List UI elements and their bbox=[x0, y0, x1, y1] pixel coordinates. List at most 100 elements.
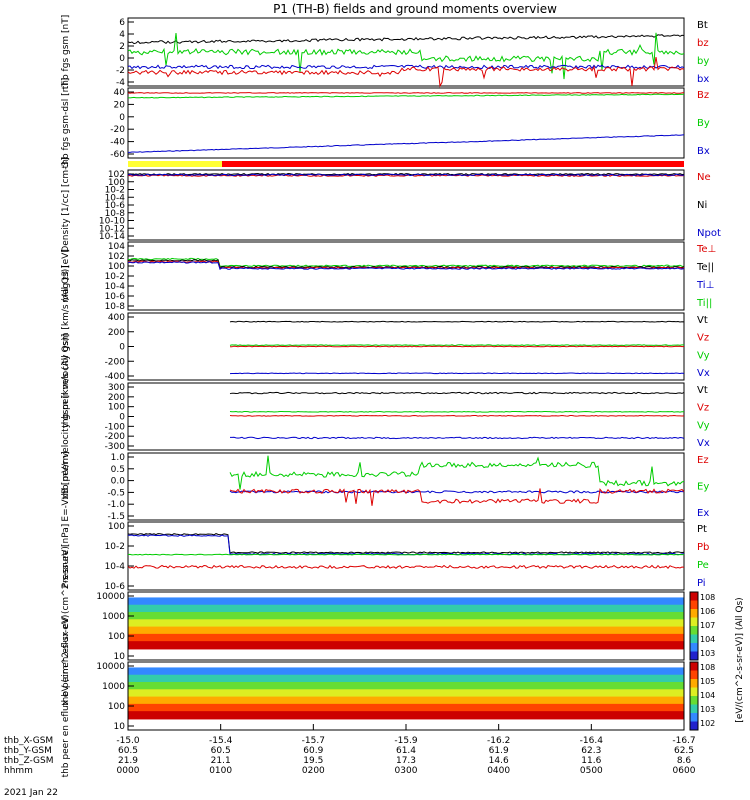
y-axis-label: E=-VxB [mV/m] bbox=[61, 451, 71, 521]
legend-entry: Ne bbox=[697, 172, 711, 183]
orbit-value: 0200 bbox=[302, 766, 325, 776]
legend-entry: Ti|| bbox=[696, 298, 712, 309]
y-axis-label: mag t3 [eV] bbox=[61, 249, 71, 303]
orbit-value: 8.6 bbox=[677, 756, 692, 766]
y-tick-label: 20 bbox=[114, 100, 126, 110]
panel-frame bbox=[127, 87, 685, 159]
legend-entry: Ez bbox=[697, 455, 709, 466]
series-line bbox=[229, 455, 685, 490]
y-tick-label: -2 bbox=[116, 66, 125, 76]
panel-frame bbox=[127, 521, 685, 591]
legend-entry: Pe bbox=[697, 560, 709, 571]
panel-frame bbox=[127, 241, 685, 311]
y-tick-label: 10000 bbox=[96, 662, 125, 672]
orbit-value: -16.2 bbox=[487, 736, 510, 746]
orbit-value: 62.5 bbox=[674, 746, 694, 756]
orbit-value: -15.7 bbox=[302, 736, 325, 746]
y-tick-label: 100 bbox=[108, 262, 125, 272]
legend-entry: Vx bbox=[697, 368, 710, 379]
y-tick-label: 200 bbox=[108, 393, 125, 403]
legend-entry: Pi bbox=[697, 578, 706, 589]
y-axis-label: thb fgs gsm-dsl [nT] bbox=[61, 78, 71, 169]
series-line bbox=[127, 533, 685, 554]
colorbar-segment bbox=[690, 651, 698, 661]
legend-entry: Pb bbox=[697, 542, 709, 553]
y-tick-label: 10 bbox=[114, 722, 126, 732]
panel-8: 100 10-2 10-4 10-6 Pressure [nPa] Pt Pb Pe Pi bbox=[61, 521, 709, 592]
y-tick-label: 1.0 bbox=[111, 453, 126, 463]
orbit-value: 0600 bbox=[673, 766, 696, 776]
series-line bbox=[229, 391, 685, 395]
colorbar-segment bbox=[690, 721, 698, 731]
series-line bbox=[229, 320, 685, 323]
y-tick-label: 200 bbox=[108, 328, 125, 338]
orbit-value: 11.6 bbox=[581, 756, 601, 766]
legend-entry: Bt bbox=[697, 20, 708, 31]
y-axis-label: thb peer en eflux eV (cm^2-s-sr-eV) bbox=[61, 615, 71, 778]
legend-entry: Bx bbox=[697, 146, 710, 157]
colorbar-segment bbox=[690, 679, 698, 688]
legend-entry: Te⊥ bbox=[696, 244, 716, 255]
series-line bbox=[127, 172, 685, 176]
orbit-value: -16.4 bbox=[580, 736, 604, 746]
panel-5: 400 200 0 -200 -400 thb peir velocity gsm [km… bbox=[61, 265, 710, 428]
heatmap-band bbox=[128, 674, 684, 684]
panel-frame bbox=[127, 591, 685, 661]
y-tick-label: 10 bbox=[114, 652, 126, 662]
heatmap-band bbox=[128, 641, 684, 650]
colorbar-segment bbox=[690, 609, 698, 618]
y-tick-label: 1000 bbox=[102, 682, 125, 692]
orbit-value: 60.5 bbox=[211, 746, 231, 756]
panel-7: 1.0 0.5 0.0-0.5 -1.0 -1.5 E=-VxB [mV/m] Ez Ey Ex bbox=[61, 451, 709, 522]
y-tick-label: 100 bbox=[108, 178, 125, 188]
legend-entry: Ti⊥ bbox=[696, 280, 714, 291]
colorbar-segment bbox=[690, 617, 698, 627]
y-tick-label: 10-2 bbox=[105, 542, 125, 552]
y-tick-label: 10-2 bbox=[105, 186, 125, 196]
colorbar-tick-label: 103 bbox=[700, 649, 715, 658]
y-tick-label: 10000 bbox=[96, 592, 125, 602]
series-line bbox=[229, 372, 685, 375]
y-tick-label: 1000 bbox=[102, 612, 125, 622]
y-axis-label: thb peir velocity gsm [km/s (All Qs)] bbox=[61, 265, 71, 428]
panel-1: 6 4 2 0 -2 -4 thb fgs gsm [nT] Bt bz by bx bbox=[61, 15, 709, 90]
series-line bbox=[127, 93, 685, 99]
y-tick-label: -0.5 bbox=[107, 488, 125, 498]
y-tick-label: -20 bbox=[110, 125, 125, 135]
y-tick-label: -40 bbox=[110, 138, 125, 148]
series-line bbox=[127, 553, 684, 556]
y-tick-label: -400 bbox=[105, 372, 126, 382]
legend-entry: Vt bbox=[697, 315, 708, 326]
colorbar-frame bbox=[689, 591, 699, 661]
series-line bbox=[128, 134, 685, 153]
series-line bbox=[127, 57, 685, 88]
y-tick-label: -1.0 bbox=[107, 500, 125, 510]
series-line bbox=[127, 257, 685, 268]
date-label: 2021 Jan 22 bbox=[4, 788, 58, 798]
series-line bbox=[230, 345, 685, 348]
orbit-row-label: thb_X-GSM bbox=[4, 736, 53, 746]
y-tick-label: -1.5 bbox=[107, 512, 125, 522]
orbit-value: 14.6 bbox=[489, 756, 509, 766]
plot-title: P1 (TH-B) fields and ground moments over… bbox=[273, 2, 557, 16]
heatmap-band bbox=[128, 711, 684, 720]
panel-frame bbox=[127, 17, 685, 87]
heatmap-band bbox=[128, 703, 684, 713]
legend-entry: Ey bbox=[697, 482, 709, 493]
series-line bbox=[127, 64, 685, 70]
orbit-value: -15.4 bbox=[209, 736, 233, 746]
y-axis-label: thb fgs gsm [nT] bbox=[61, 15, 71, 90]
colorbar-segment bbox=[690, 634, 698, 644]
legend-entry: Vy bbox=[697, 420, 710, 431]
colorbar-segment bbox=[690, 592, 698, 601]
series-line bbox=[127, 92, 685, 94]
legend-entry: Vx bbox=[697, 438, 710, 449]
colorbar-tick-label: 102 bbox=[700, 719, 715, 728]
orbit-value: 21.1 bbox=[211, 756, 231, 766]
y-tick-label: 102 bbox=[108, 170, 125, 180]
y-tick-label: -100 bbox=[105, 422, 126, 432]
y-tick-label: 0 bbox=[119, 54, 125, 64]
y-tick-label: 10-6 bbox=[105, 582, 126, 592]
colorbar-segment bbox=[690, 643, 698, 652]
